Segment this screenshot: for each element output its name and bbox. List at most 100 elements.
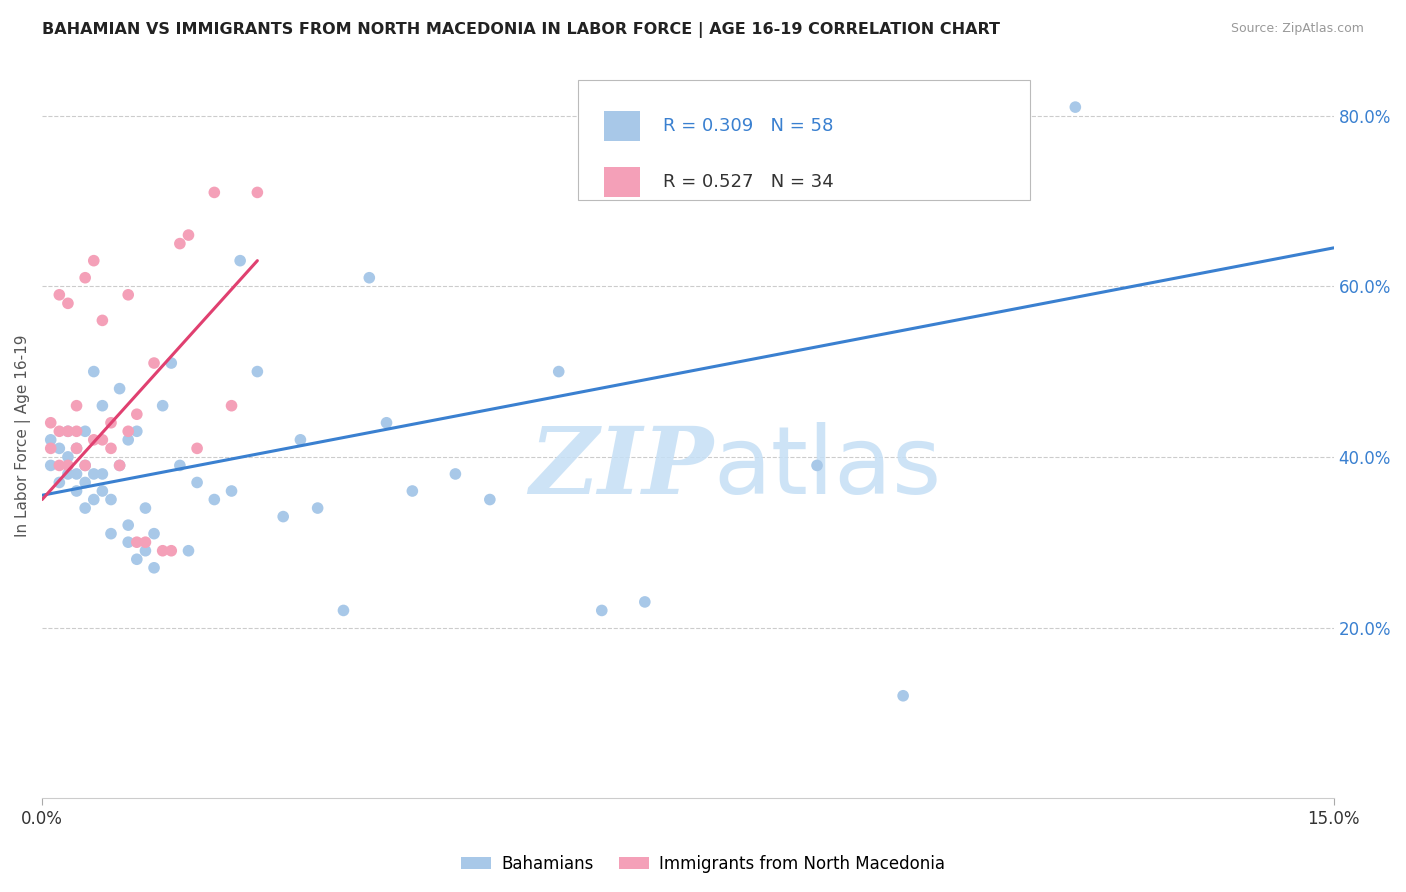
Legend: Bahamians, Immigrants from North Macedonia: Bahamians, Immigrants from North Macedon…: [454, 848, 952, 880]
Point: [56, 425, 79, 439]
Point: [125, 535, 148, 549]
Point: [221, 399, 243, 413]
Point: [108, 382, 131, 396]
Point: [134, 535, 156, 549]
Point: [117, 535, 139, 549]
Point: [100, 442, 122, 456]
Point: [160, 543, 183, 558]
Point: [39, 442, 62, 456]
Point: [91, 433, 114, 447]
Point: [48, 425, 70, 439]
Point: [48, 287, 70, 301]
Point: [169, 236, 191, 251]
Point: [65, 425, 87, 439]
Point: [202, 186, 225, 200]
Point: [56, 467, 79, 481]
Point: [359, 270, 381, 285]
Point: [332, 603, 354, 617]
Point: [108, 458, 131, 473]
Point: [160, 356, 183, 370]
Point: [478, 492, 501, 507]
Point: [91, 483, 114, 498]
Point: [177, 543, 200, 558]
Point: [91, 399, 114, 413]
Point: [117, 425, 139, 439]
Point: [401, 483, 423, 498]
Text: Source: ZipAtlas.com: Source: ZipAtlas.com: [1230, 22, 1364, 36]
Point: [75, 475, 97, 490]
Point: [48, 458, 70, 473]
Point: [143, 526, 166, 541]
Point: [56, 450, 79, 464]
Point: [48, 475, 70, 490]
Point: [91, 467, 114, 481]
Point: [75, 501, 97, 516]
Point: [221, 483, 243, 498]
Point: [152, 543, 174, 558]
Point: [444, 467, 467, 481]
Point: [202, 492, 225, 507]
Point: [39, 458, 62, 473]
Point: [91, 313, 114, 327]
Point: [125, 552, 148, 566]
Point: [65, 399, 87, 413]
Point: [246, 186, 269, 200]
Point: [125, 425, 148, 439]
Point: [117, 518, 139, 533]
Point: [762, 151, 785, 165]
Point: [83, 467, 105, 481]
Point: [375, 416, 398, 430]
Point: [75, 270, 97, 285]
Point: [83, 253, 105, 268]
Text: R = 0.309   N = 58: R = 0.309 N = 58: [664, 117, 834, 135]
Text: ZIP: ZIP: [530, 423, 714, 513]
Point: [246, 365, 269, 379]
Point: [186, 442, 208, 456]
Point: [307, 501, 329, 516]
Point: [83, 492, 105, 507]
Bar: [605, 111, 640, 141]
Point: [117, 433, 139, 447]
Text: R = 0.527   N = 34: R = 0.527 N = 34: [664, 173, 834, 191]
Point: [143, 561, 166, 575]
Point: [100, 492, 122, 507]
Point: [39, 416, 62, 430]
Point: [83, 433, 105, 447]
Point: [143, 356, 166, 370]
Point: [65, 467, 87, 481]
Point: [177, 228, 200, 243]
Point: [65, 442, 87, 456]
Point: [229, 253, 252, 268]
Point: [186, 475, 208, 490]
Point: [48, 442, 70, 456]
Point: [56, 458, 79, 473]
Text: atlas: atlas: [714, 422, 942, 514]
Point: [75, 458, 97, 473]
FancyBboxPatch shape: [578, 80, 1031, 200]
Y-axis label: In Labor Force | Age 16-19: In Labor Force | Age 16-19: [15, 334, 31, 537]
Bar: [605, 167, 640, 197]
Point: [65, 483, 87, 498]
Point: [83, 365, 105, 379]
Point: [108, 458, 131, 473]
Point: [271, 509, 294, 524]
Point: [75, 458, 97, 473]
Point: [100, 526, 122, 541]
Point: [125, 407, 148, 421]
Point: [152, 399, 174, 413]
Point: [806, 458, 828, 473]
Point: [891, 689, 914, 703]
Point: [134, 501, 156, 516]
Point: [591, 603, 613, 617]
Point: [75, 425, 97, 439]
Point: [1064, 100, 1087, 114]
Point: [65, 442, 87, 456]
Point: [547, 365, 569, 379]
Point: [290, 433, 312, 447]
Point: [56, 296, 79, 310]
Point: [134, 543, 156, 558]
Text: BAHAMIAN VS IMMIGRANTS FROM NORTH MACEDONIA IN LABOR FORCE | AGE 16-19 CORRELATI: BAHAMIAN VS IMMIGRANTS FROM NORTH MACEDO…: [42, 22, 1000, 38]
Point: [117, 287, 139, 301]
Point: [100, 416, 122, 430]
Point: [169, 458, 191, 473]
